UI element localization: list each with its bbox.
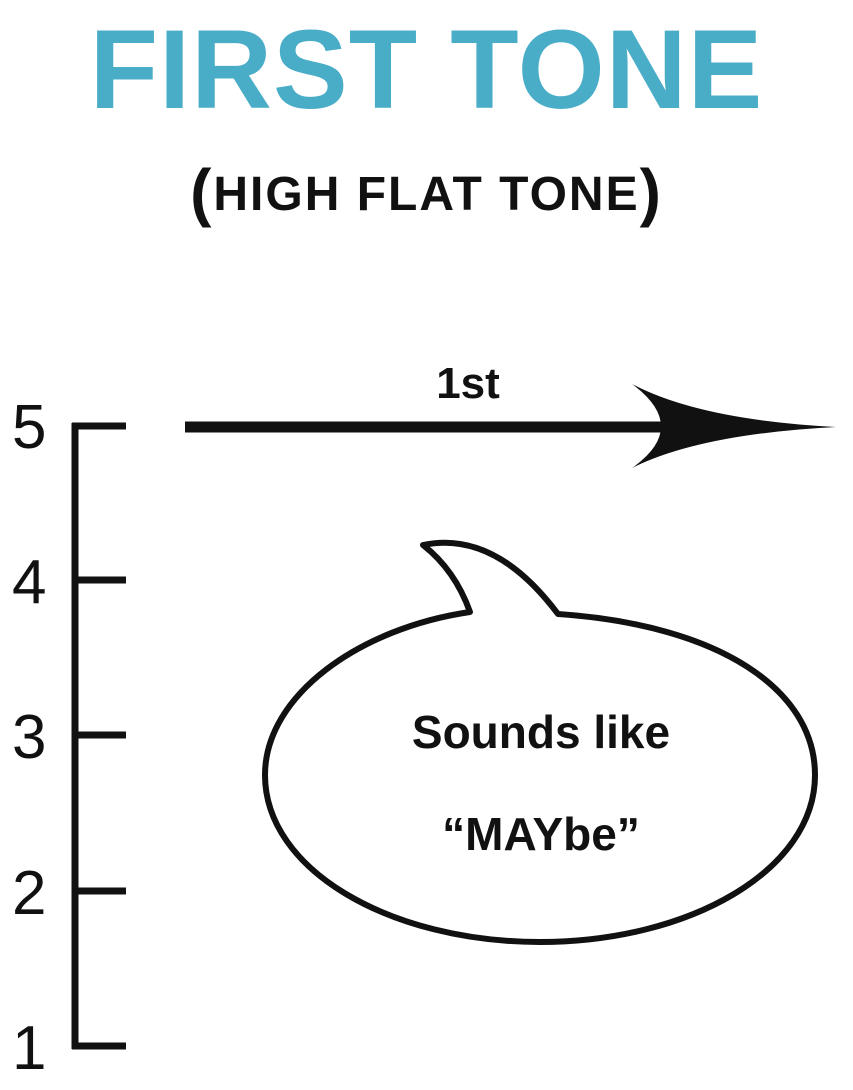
pitch-label-4: 4 <box>12 548 46 617</box>
subtitle-text: HIGH FLAT TONE <box>213 168 640 221</box>
tone-arrow <box>185 384 836 468</box>
pitch-label-5: 5 <box>12 393 46 462</box>
speech-bubble-line-1: Sounds like <box>412 706 670 758</box>
subtitle-close-paren: ) <box>639 156 663 228</box>
speech-bubble: Sounds like “MAYbe” <box>262 539 818 945</box>
page-title: FIRST TONE <box>89 7 764 132</box>
speech-bubble-line-2: “MAYbe” <box>442 808 640 860</box>
page-subtitle: (HIGH FLAT TONE) <box>0 152 853 235</box>
speech-bubble-shape <box>262 539 818 945</box>
pitch-scale <box>71 422 126 1050</box>
pitch-label-3: 3 <box>12 703 46 772</box>
tone-arrow-head <box>632 384 836 468</box>
tone-arrow-label: 1st <box>436 359 500 408</box>
pitch-label-2: 2 <box>12 859 46 928</box>
subtitle-open-paren: ( <box>190 156 214 228</box>
pitch-label-1: 1 <box>12 1014 46 1083</box>
